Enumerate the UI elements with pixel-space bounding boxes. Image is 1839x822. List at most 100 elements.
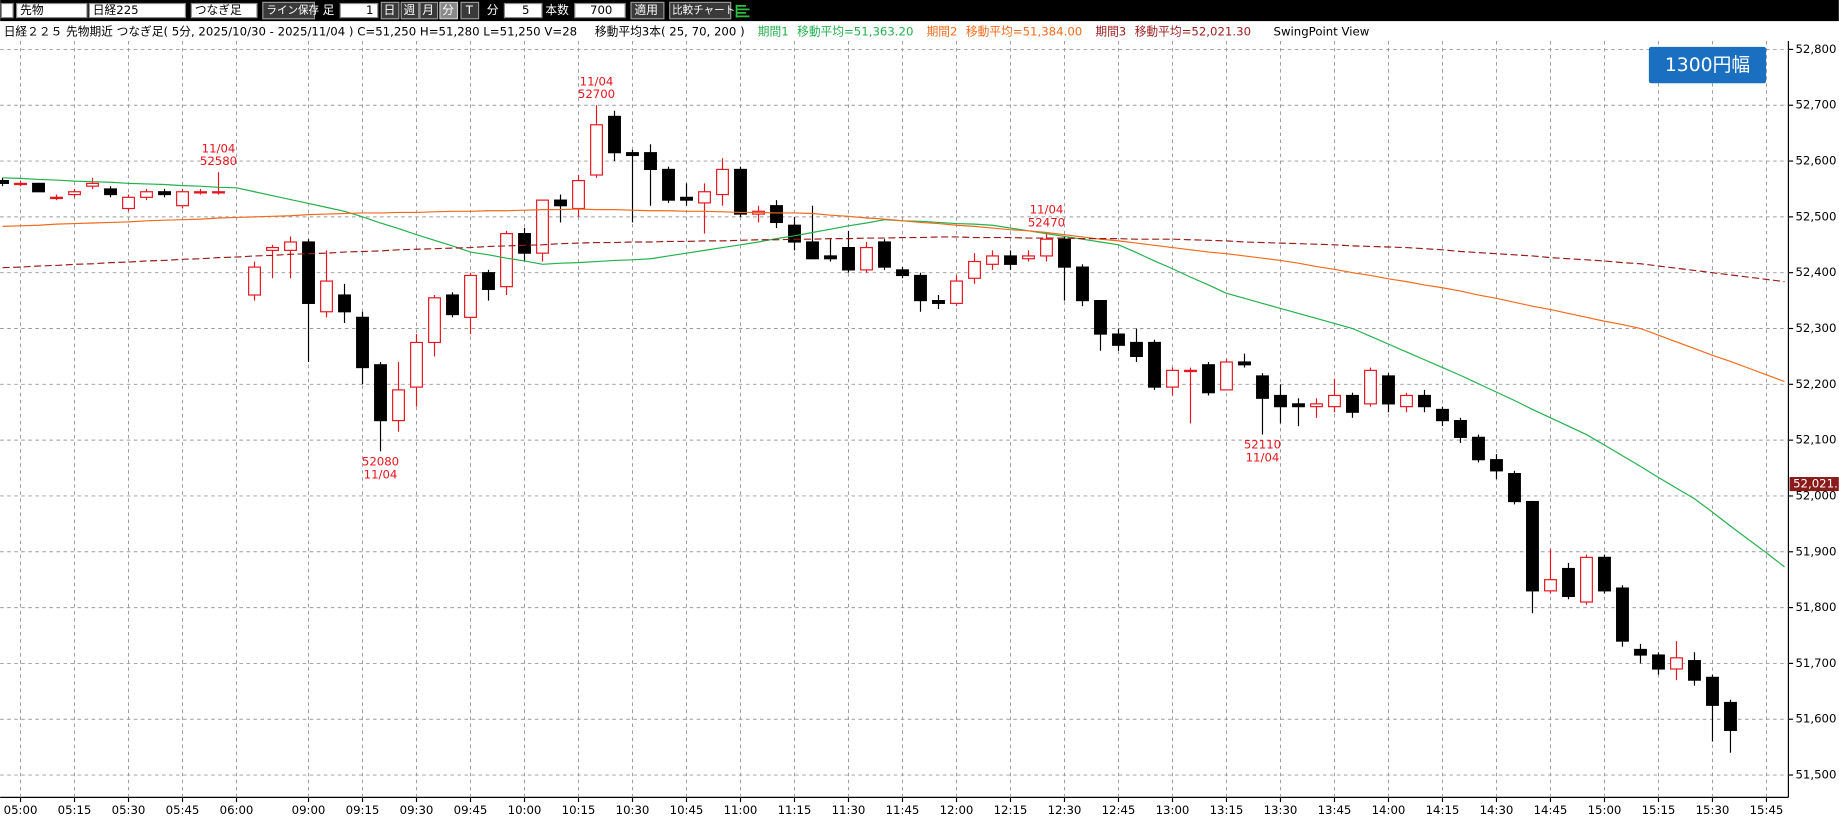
candle-body: [806, 241, 819, 260]
count-input[interactable]: [574, 2, 626, 19]
candle-body: [1202, 364, 1215, 394]
chart-kind: つなぎ足: [195, 3, 242, 17]
bar-value: 1: [366, 3, 373, 17]
candle-body: [212, 191, 225, 194]
day: 日: [384, 3, 396, 17]
x-tick-label: 09:45: [454, 803, 488, 817]
candle-body: [950, 280, 963, 304]
day-button[interactable]: [380, 1, 400, 20]
x-tick-label: 14:15: [1426, 803, 1460, 817]
x-tick-label: 11:45: [886, 803, 920, 817]
x-tick-label: 14:00: [1372, 803, 1406, 817]
x-tick-label: 05:00: [4, 803, 38, 817]
swing-date: 11/04: [364, 467, 398, 481]
save-line-button[interactable]: [262, 1, 316, 20]
candle-body: [194, 191, 207, 194]
index-select[interactable]: [88, 2, 187, 19]
month-button[interactable]: [419, 1, 439, 20]
swing-date: 11/04: [1246, 451, 1280, 465]
x-tick-label: 10:30: [616, 803, 650, 817]
x-tick-label: 12:30: [1048, 803, 1082, 817]
interval-input[interactable]: [503, 2, 543, 19]
series-label: 移動平均=51,384.00: [966, 24, 1082, 38]
swing-date: 11/04: [1030, 203, 1064, 217]
candle-body: [320, 280, 333, 313]
x-tick-label: 15:15: [1642, 803, 1676, 817]
x-tick-label: 12:15: [994, 803, 1028, 817]
candle-body: [1526, 500, 1539, 592]
candle-body: [716, 168, 729, 196]
series-name: 期間3: [1095, 24, 1126, 38]
y-tick-label: 52,700: [1795, 98, 1836, 112]
apply-button[interactable]: [630, 1, 665, 20]
month: 月: [422, 3, 434, 17]
swing-price: 52110: [1244, 438, 1281, 452]
candle-body: [986, 255, 999, 265]
candle-body: [446, 294, 459, 316]
badge: 1300円幅: [1648, 46, 1767, 84]
x-tick-label: 15:45: [1750, 803, 1784, 817]
candle-body: [1040, 238, 1053, 257]
type-select[interactable]: [190, 2, 258, 19]
candle-body: [1346, 394, 1359, 413]
week-button[interactable]: [400, 1, 420, 20]
index: 日経225: [93, 3, 139, 17]
x-tick-label: 13:30: [1264, 803, 1298, 817]
candle-body: [68, 191, 81, 196]
indicator-icon[interactable]: [735, 4, 750, 18]
x-tick-label: 12:00: [940, 803, 974, 817]
candle-body: [482, 272, 495, 291]
x-tick-label: 05:15: [58, 803, 92, 817]
candle-body: [536, 199, 549, 254]
y-tick-label: 52,100: [1795, 433, 1836, 447]
candle-body: [122, 196, 135, 210]
y-tick-label: 52,600: [1795, 154, 1836, 168]
x-tick-label: 13:00: [1156, 803, 1190, 817]
candle-body: [392, 389, 405, 422]
compare: 比較チャート: [672, 4, 735, 17]
candle-body: [1544, 579, 1557, 592]
candle-body: [1328, 394, 1341, 408]
menu-button[interactable]: [0, 2, 14, 19]
candle-body: [1400, 394, 1413, 408]
candle-body: [914, 274, 927, 302]
minute: 分: [442, 3, 454, 17]
y-tick-label: 51,700: [1795, 656, 1836, 670]
x-tick-label: 14:30: [1480, 803, 1514, 817]
candle-body: [1094, 300, 1107, 335]
candle-body: [878, 241, 891, 268]
swing-price: 52700: [578, 87, 615, 101]
candle-body: [356, 316, 369, 369]
info-text: 日経２２５ 先物期近 つなぎ足( 5分, 2025/10/30 - 2025/1…: [4, 24, 577, 38]
x-tick-label: 05:30: [112, 803, 146, 817]
x-tick-label: 05:45: [166, 803, 200, 817]
y-tick-label: 51,800: [1795, 600, 1836, 614]
minute-button[interactable]: [439, 1, 459, 20]
candle-body: [932, 300, 945, 304]
y-tick-label: 52,800: [1795, 42, 1836, 56]
swing-price: 52580: [200, 154, 237, 168]
candle-body: [788, 224, 801, 243]
bar-input[interactable]: [339, 2, 379, 19]
interval-value: 5: [522, 3, 529, 17]
compare-button[interactable]: [669, 1, 732, 20]
interval-label: 分: [487, 3, 499, 17]
plot: 51,500 51,600 51,700 51,800 51,900 52,000 52,1…: [0, 41, 1839, 817]
moving-average: [2, 208, 1785, 383]
candle-body: [644, 152, 657, 171]
candle-body: [32, 182, 45, 193]
candle-body: [1616, 587, 1629, 642]
symbol-select[interactable]: [16, 2, 88, 19]
tick-button[interactable]: [460, 1, 480, 20]
x-tick-label: 13:45: [1318, 803, 1352, 817]
x-tick-label: 15:00: [1588, 803, 1622, 817]
candle-body: [734, 168, 747, 215]
x-tick-label: 15:30: [1696, 803, 1730, 817]
x-tick-label: 10:15: [562, 803, 596, 817]
last-price-label: 52,021.: [1793, 477, 1838, 491]
save-line: ライン保存: [266, 4, 319, 17]
toolbar-bg: [0, 0, 1839, 22]
